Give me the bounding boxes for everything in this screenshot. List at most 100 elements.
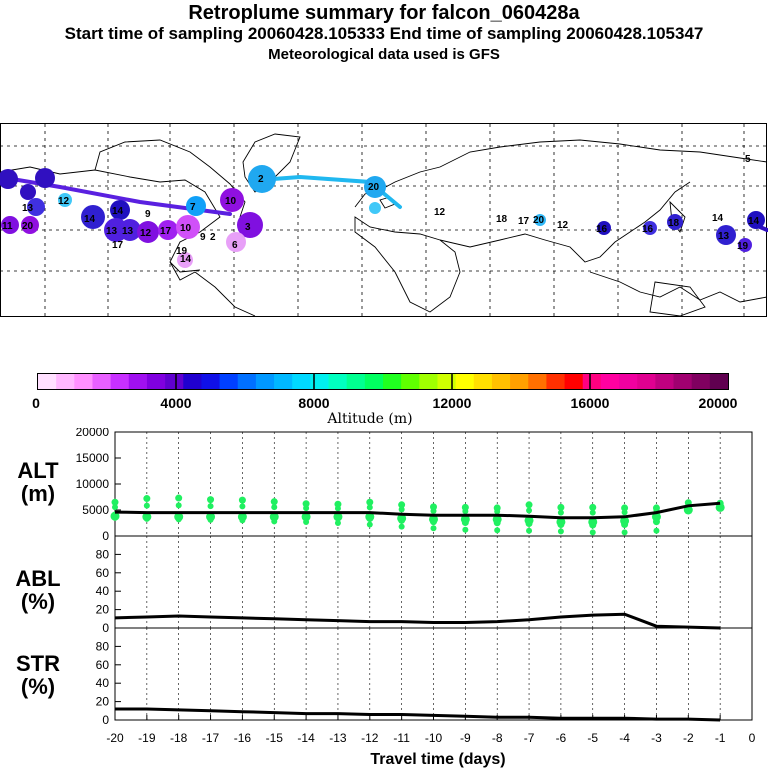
colorbar-cell bbox=[473, 374, 493, 389]
altitude-spread-point bbox=[175, 516, 182, 523]
altitude-spread-point bbox=[557, 528, 564, 535]
altitude-spread-point bbox=[398, 501, 406, 509]
map-label: 13 bbox=[718, 231, 730, 242]
cluster-marker bbox=[738, 238, 752, 252]
altitude-spread-point bbox=[303, 518, 310, 525]
altitude-spread-point bbox=[430, 518, 437, 526]
altitude-spread-point bbox=[143, 515, 150, 522]
map-label: 2 bbox=[210, 232, 216, 243]
map-label: 3 bbox=[245, 222, 251, 233]
colorbar-cell bbox=[401, 374, 420, 389]
map-label: 14 bbox=[180, 254, 192, 265]
colorbar-cell bbox=[437, 374, 457, 389]
altitude-spread-point bbox=[589, 509, 596, 516]
ytick-label: 20 bbox=[96, 603, 110, 617]
altitude-spread-point bbox=[239, 517, 246, 524]
alt-ylabel: ALT bbox=[17, 458, 59, 483]
map-label: 12 bbox=[140, 228, 152, 239]
altitude-spread-point bbox=[589, 503, 597, 511]
map-label: 14 bbox=[748, 216, 760, 227]
xtick-label: -10 bbox=[425, 731, 443, 745]
altitude-spread-point bbox=[366, 515, 374, 523]
altitude-spread-point bbox=[462, 526, 469, 533]
xtick-label: -11 bbox=[393, 731, 410, 745]
xtick-label: -4 bbox=[619, 731, 630, 745]
colorbar-cell bbox=[600, 374, 620, 389]
map-label: 13 bbox=[106, 226, 118, 237]
xtick-label: -8 bbox=[492, 731, 503, 745]
altitude-spread-point bbox=[238, 496, 246, 504]
colorbar-cell bbox=[619, 374, 638, 389]
map-label: 11 bbox=[2, 221, 13, 232]
altitude-spread-point bbox=[557, 509, 564, 516]
ytick-label: 20000 bbox=[76, 428, 110, 439]
altitude-spread-point bbox=[526, 527, 533, 534]
map-label: 20 bbox=[22, 221, 34, 232]
map-label: 18 bbox=[668, 218, 680, 229]
alt-ylabel-unit: (m) bbox=[21, 481, 55, 506]
altitude-spread-point bbox=[526, 507, 533, 514]
altitude-spread-point bbox=[302, 513, 310, 521]
colorbar-cell bbox=[510, 374, 529, 389]
map-label: 14 bbox=[84, 214, 96, 225]
map-label: 20 bbox=[533, 215, 545, 226]
altitude-spread-point bbox=[271, 504, 278, 511]
colorbar-cell bbox=[110, 374, 130, 389]
colorbar-cell bbox=[383, 374, 402, 389]
colorbar-cell bbox=[691, 374, 711, 389]
cluster-marker bbox=[137, 221, 159, 243]
altitude-spread-point bbox=[557, 521, 565, 529]
xtick-label: -13 bbox=[329, 731, 347, 745]
altitude-spread-point bbox=[302, 500, 310, 508]
cluster-marker bbox=[248, 165, 276, 193]
colorbar-cell bbox=[637, 374, 656, 389]
colorbar-cell bbox=[564, 374, 584, 389]
altitude-spread-point bbox=[651, 512, 661, 522]
colorbar-cell bbox=[292, 374, 311, 389]
ytick-label: 5000 bbox=[82, 503, 109, 517]
altitude-spread-point bbox=[653, 527, 660, 534]
altitude-spread-point bbox=[398, 516, 406, 524]
colorbar-cell bbox=[709, 374, 729, 389]
map-label: 12 bbox=[58, 196, 70, 207]
xtick-label: -17 bbox=[202, 731, 220, 745]
cluster-marker bbox=[369, 202, 381, 214]
altitude-spread-point bbox=[557, 503, 565, 511]
map-label: 9 bbox=[200, 232, 206, 243]
chart-title: Retroplume summary for falcon_060428a bbox=[188, 2, 580, 24]
altitude-spread-point bbox=[112, 514, 118, 521]
panel-marks bbox=[110, 494, 725, 722]
altitude-spread-point bbox=[525, 520, 533, 528]
map-label: 18 bbox=[496, 214, 508, 225]
xtick-label: -3 bbox=[651, 731, 662, 745]
cluster-marker bbox=[186, 196, 206, 216]
colorbar-cell bbox=[38, 374, 57, 389]
altitude-spread-point bbox=[271, 518, 278, 525]
altitude-spread-point bbox=[430, 525, 437, 532]
colorbar-cell bbox=[128, 374, 148, 389]
cluster-marker bbox=[716, 225, 736, 245]
altitude-spread-point bbox=[493, 519, 501, 527]
map-label: 13 bbox=[22, 203, 34, 214]
map-label: 13 bbox=[122, 226, 134, 237]
colorbar-cell bbox=[419, 374, 438, 389]
map-label: 17 bbox=[518, 216, 530, 227]
ytick-label: 40 bbox=[96, 584, 110, 598]
cluster-marker bbox=[158, 220, 178, 240]
ytick-label: 0 bbox=[102, 529, 109, 543]
xtick-label: -19 bbox=[138, 731, 156, 745]
xtick-label: -7 bbox=[524, 731, 535, 745]
cluster-marker bbox=[226, 232, 246, 252]
xtick-label: -16 bbox=[234, 731, 252, 745]
colorbar-cell bbox=[219, 374, 239, 389]
colorbar-tick: 16000 bbox=[571, 395, 610, 411]
colorbar-tick: 8000 bbox=[298, 395, 329, 411]
map-label: 12 bbox=[557, 220, 569, 231]
map-label: 7 bbox=[190, 202, 196, 213]
altitude-spread-point bbox=[175, 502, 182, 509]
cluster-marker bbox=[237, 212, 263, 238]
cluster-marker bbox=[177, 252, 193, 268]
map-label: 10 bbox=[180, 223, 192, 234]
altitude-spread-point bbox=[589, 521, 597, 529]
altitude-spread-point bbox=[366, 504, 373, 511]
